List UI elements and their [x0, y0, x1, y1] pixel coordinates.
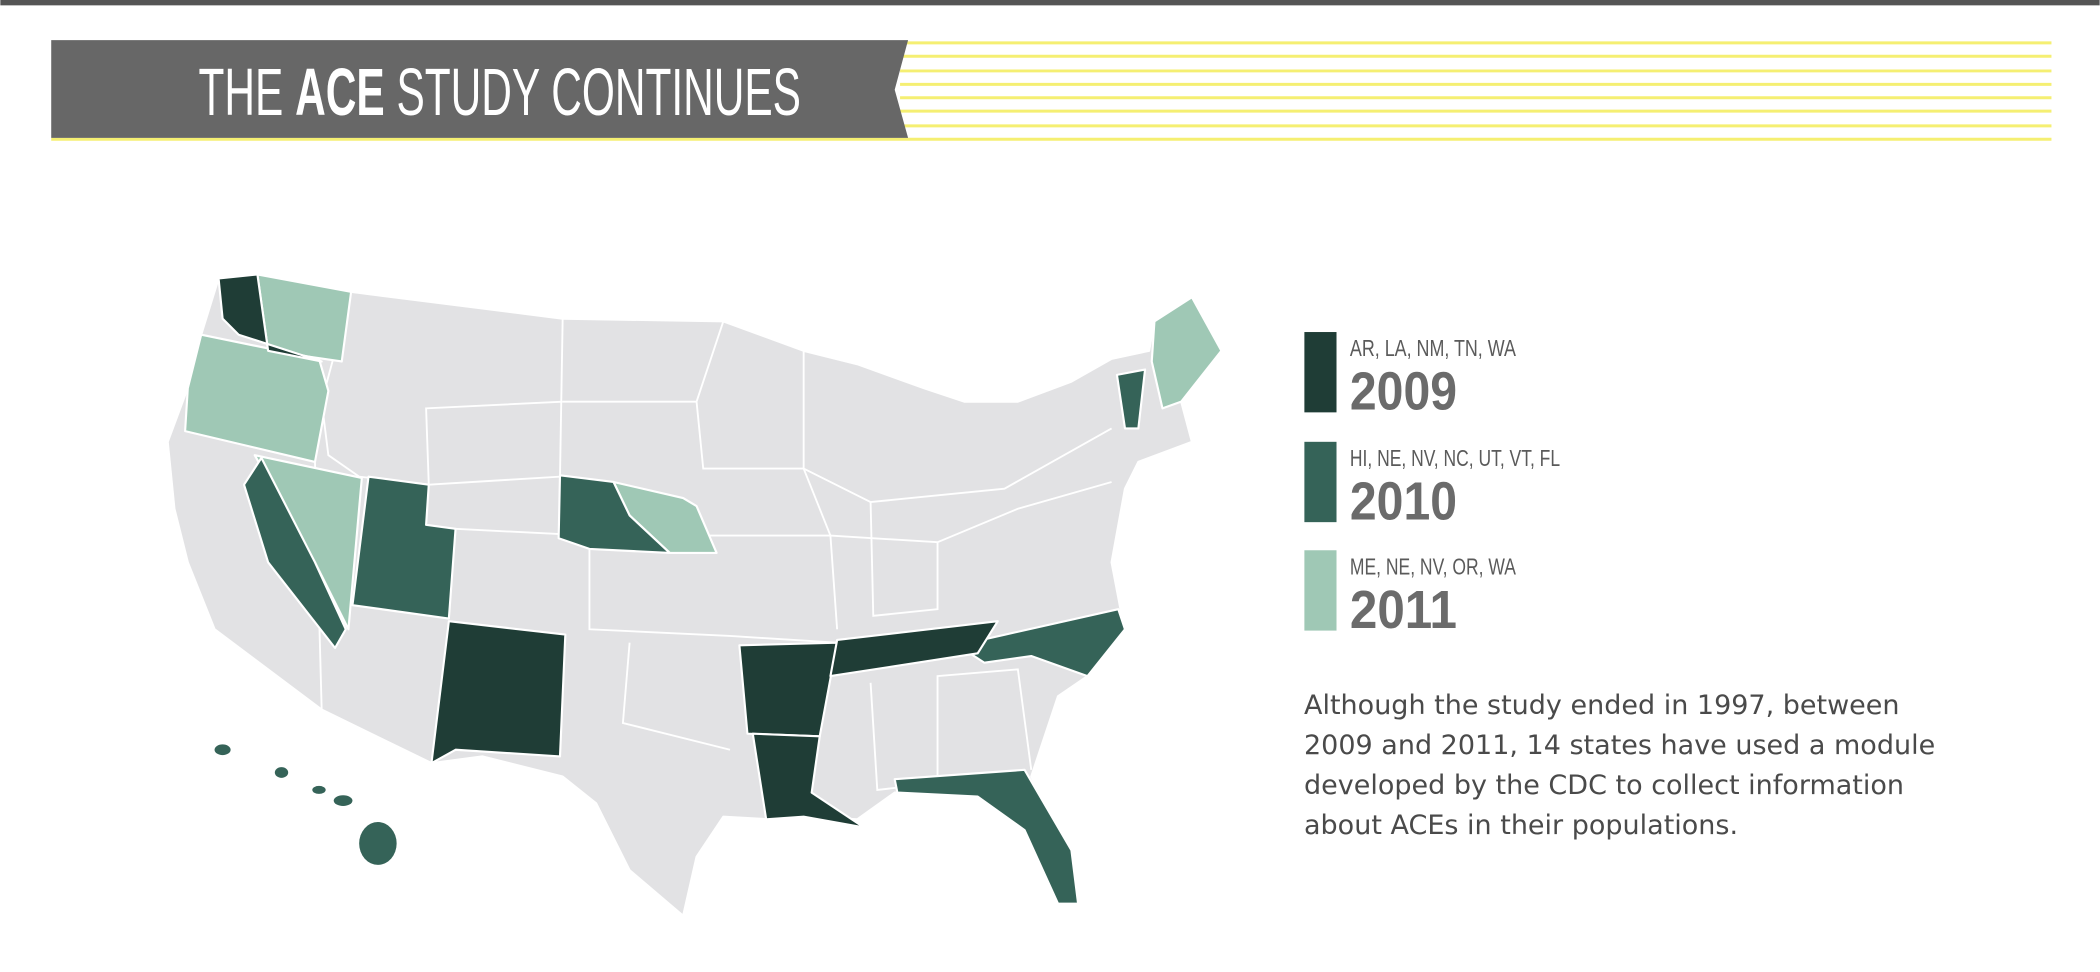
legend-swatch — [1304, 332, 1337, 413]
state-hi — [214, 744, 397, 865]
body-text: Although the study ended in 1997, betwee… — [1304, 690, 1936, 841]
state-tn — [829, 620, 999, 678]
title-banner — [51, 40, 909, 138]
state-me — [1150, 296, 1223, 410]
island — [359, 822, 397, 865]
top-bar — [0, 0, 2100, 6]
border — [588, 535, 838, 644]
state-ar — [738, 641, 839, 738]
state-fl — [893, 768, 1080, 905]
header: THE ACE STUDY CONTINUES — [51, 40, 2052, 141]
border — [869, 668, 1033, 791]
state-nc — [956, 608, 1127, 678]
legend-year: 2009 — [1350, 363, 1457, 422]
us-map — [166, 273, 1223, 917]
legend-swatch — [1304, 441, 1337, 523]
border — [802, 350, 839, 630]
border — [425, 400, 563, 485]
state-nv-2010 — [242, 456, 347, 650]
legend: AR, LA, NM, TN, WA 2009 HI, NE, NV, NC, … — [1304, 332, 1560, 640]
state-la — [751, 732, 865, 829]
legend-states: HI, NE, NV, NC, UT, VT, FL — [1350, 445, 1560, 471]
legend-year: 2011 — [1350, 581, 1457, 640]
state-wa-2009 — [217, 273, 323, 363]
title-part: STUDY CONTINUES — [396, 55, 801, 130]
state-ut — [351, 475, 457, 620]
border — [695, 401, 1113, 504]
island — [274, 767, 289, 778]
legend-states: ME, NE, NV, OR, WA — [1350, 553, 1517, 579]
island — [312, 785, 326, 794]
yellow-stripes — [51, 41, 2052, 141]
title-part: THE — [198, 55, 283, 130]
state-or — [184, 333, 330, 463]
island — [214, 744, 231, 756]
border — [621, 642, 731, 751]
legend-year: 2010 — [1350, 472, 1457, 531]
state-ne-2010 — [557, 474, 671, 555]
island — [333, 795, 353, 806]
state-nm — [430, 620, 567, 765]
legend-swatch — [1304, 550, 1337, 631]
title-emphasis: ACE — [295, 55, 385, 130]
title: THE ACE STUDY CONTINUES — [198, 55, 800, 130]
legend-states: AR, LA, NM, TN, WA — [1350, 335, 1517, 361]
border — [869, 502, 939, 617]
state-vt — [1115, 368, 1147, 430]
